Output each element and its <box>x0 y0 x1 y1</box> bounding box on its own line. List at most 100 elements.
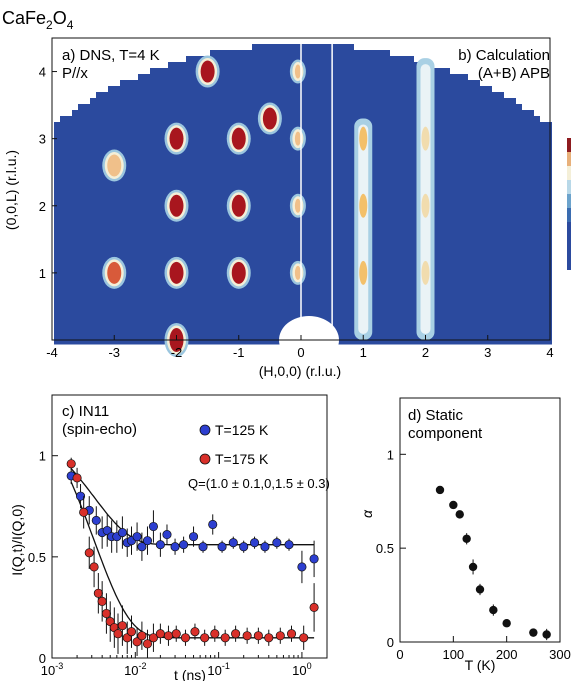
data-point <box>137 631 147 641</box>
data-point <box>113 629 123 639</box>
heatmap-row <box>54 308 552 315</box>
panel-b-sublabel: (A+B) APB <box>478 65 550 82</box>
data-point <box>117 528 127 538</box>
spin-echo-ytick-label: 1 <box>39 449 46 464</box>
data-point <box>148 521 158 532</box>
heatmap-row <box>252 44 354 51</box>
data-point <box>297 562 307 572</box>
heatmap-row <box>78 104 522 111</box>
figure-title: CaFe2O4 <box>2 8 74 32</box>
heatmap-row <box>54 218 552 225</box>
spot-core <box>107 154 122 177</box>
static-component-axes: 0 100 200 300 0 0.5 1 <box>376 397 571 662</box>
heatmap-row <box>72 110 534 117</box>
heatmap-row <box>54 158 552 165</box>
q-label: Q=(1.0 ± 0.1,0,1.5 ± 0.3) <box>188 476 330 491</box>
heatmap-row <box>54 170 552 177</box>
heatmap-ytick-label: 2 <box>39 199 46 214</box>
data-point <box>179 540 189 550</box>
data-point <box>117 621 127 631</box>
data-point <box>132 637 142 647</box>
data-point <box>275 631 285 641</box>
heatmap-row <box>210 50 390 57</box>
calc-rod-peak <box>359 260 368 285</box>
heatmap-row <box>54 164 552 171</box>
data-point <box>200 633 210 643</box>
spin-echo-ytick-label: 0.5 <box>28 550 46 565</box>
data-point <box>180 633 191 643</box>
data-point <box>260 542 270 552</box>
data-point <box>468 562 478 572</box>
data-point <box>208 519 218 530</box>
legend-label-125K: T=125 K <box>215 422 269 438</box>
heatmap-panel: -4 -3 -2 -1 0 1 2 3 4 1 2 3 4 a) DNS, T=4 K P//x b) … <box>3 37 571 379</box>
data-point <box>132 532 142 542</box>
heatmap-row <box>54 284 552 291</box>
heatmap-row <box>54 176 552 183</box>
spot-core <box>231 194 246 217</box>
data-point <box>210 629 220 639</box>
heatmap-spots <box>102 38 435 357</box>
spot-core <box>169 127 184 150</box>
data-point <box>93 588 103 598</box>
data-point <box>284 540 294 550</box>
data-point <box>190 627 200 637</box>
heatmap-xtick-label: -4 <box>46 345 58 360</box>
panel-a-sublabel: P//x <box>62 65 88 82</box>
heatmap-row <box>54 296 552 303</box>
heatmap-ytick-label: 3 <box>39 132 46 147</box>
legend-label-175K: T=175 K <box>215 451 269 467</box>
data-point <box>272 538 282 548</box>
data-point <box>163 631 174 641</box>
static-xtick-label: 200 <box>496 647 518 662</box>
data-point <box>91 515 101 525</box>
heatmap-row <box>186 56 414 63</box>
spot-core <box>231 261 246 284</box>
heatmap-row <box>120 80 480 87</box>
heatmap-row <box>54 260 552 267</box>
data-point <box>253 631 263 641</box>
spot-core <box>169 261 184 284</box>
data-point <box>475 585 485 594</box>
data-point <box>162 530 172 540</box>
static-xtick-label: 100 <box>442 647 464 662</box>
data-point <box>155 629 165 639</box>
heatmap-xlabel: (H,0,0) (r.l.u.) <box>259 363 341 379</box>
data-point <box>242 631 252 641</box>
data-point <box>309 602 319 612</box>
calc-rod-peak <box>359 193 368 218</box>
heatmap-row <box>54 248 552 255</box>
spin-echo-xlabel: t (ns) <box>174 667 206 681</box>
data-point <box>217 542 227 552</box>
data-point <box>75 491 86 501</box>
data-point <box>299 633 309 643</box>
data-point <box>188 532 199 542</box>
static-ytick-label: 0 <box>387 635 394 650</box>
heatmap-row <box>54 122 552 129</box>
data-point <box>72 473 82 483</box>
data-point <box>489 605 498 615</box>
spot-core <box>262 107 277 130</box>
data-point <box>148 633 158 643</box>
spin-echo-points <box>66 457 319 658</box>
heatmap-row <box>54 188 552 195</box>
data-point <box>462 534 471 543</box>
heatmap-xtick-label: 3 <box>484 345 491 360</box>
static-component-panel: 0 100 200 300 0 0.5 1 d) Static component T (K… <box>359 397 571 673</box>
panel-b-label: b) Calculation <box>458 47 550 64</box>
heatmap-row <box>54 212 552 219</box>
data-point <box>198 542 208 552</box>
spin-echo-xtick-label: 10-1 <box>207 661 229 678</box>
data-point <box>435 485 445 495</box>
data-point <box>250 538 260 548</box>
static-frame <box>399 397 561 643</box>
heatmap-xtick-label: 2 <box>422 345 429 360</box>
fit-line <box>70 481 315 639</box>
heatmap-row <box>54 182 552 189</box>
panel-d-sublabel: component <box>408 425 483 442</box>
spot-core <box>200 60 215 83</box>
heatmap-row <box>54 290 552 297</box>
spot-core <box>294 265 301 280</box>
spot-core <box>294 198 301 213</box>
